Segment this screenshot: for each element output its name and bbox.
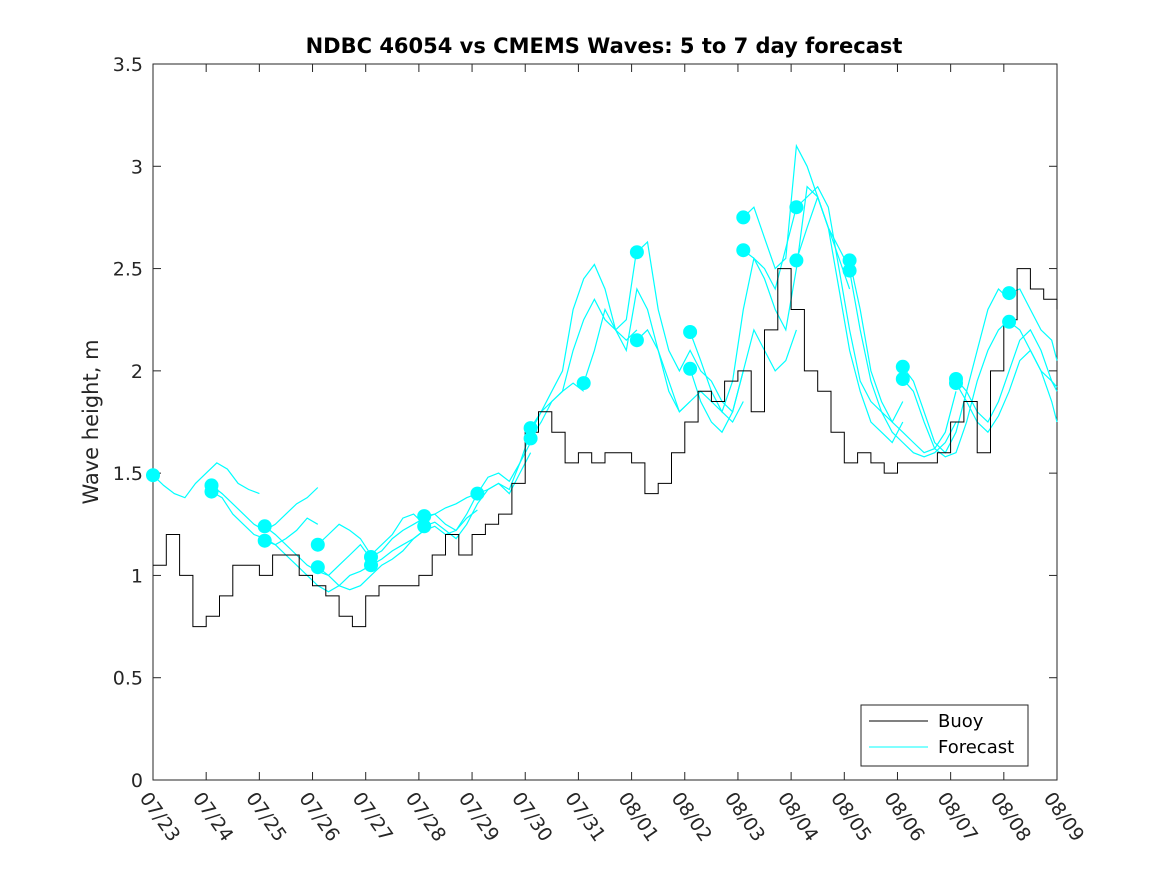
forecast-run-line bbox=[742, 143, 851, 270]
forecast-run-line bbox=[423, 452, 532, 540]
forecast-start-point bbox=[895, 359, 910, 374]
forecast-start-point bbox=[417, 509, 432, 524]
legend: Buoy Forecast bbox=[860, 704, 1029, 767]
forecast-run-line bbox=[902, 319, 1010, 458]
forecast-run-line bbox=[795, 185, 904, 423]
legend-forecast-label: Forecast bbox=[938, 737, 1014, 758]
forecast-start-point bbox=[736, 210, 751, 225]
forecast-run-line bbox=[152, 462, 260, 499]
forecast-start-point bbox=[789, 253, 804, 268]
buoy-line bbox=[153, 268, 1058, 628]
forecast-start-point bbox=[523, 431, 538, 446]
forecast-start-point bbox=[1002, 286, 1017, 301]
forecast-start-point bbox=[417, 519, 432, 534]
forecast-start-point bbox=[842, 263, 857, 278]
y-tick-label: 1.5 bbox=[113, 463, 143, 485]
forecast-start-point bbox=[736, 243, 751, 258]
forecast-run-line bbox=[1008, 321, 1058, 388]
forecast-run-line bbox=[689, 207, 797, 414]
forecast-start-point bbox=[204, 484, 219, 499]
y-tick-label: 2 bbox=[131, 361, 143, 383]
forecast-run-line bbox=[849, 270, 957, 458]
forecast-start-point bbox=[842, 253, 857, 268]
forecast-start-point bbox=[949, 376, 963, 391]
y-tick-label: 0 bbox=[131, 770, 143, 792]
forecast-start-point bbox=[470, 486, 485, 501]
forecast-run-line bbox=[583, 287, 691, 413]
y-axis: 0 0.5 1 1.5 2 2.5 3 3.5 bbox=[113, 54, 1057, 792]
forecast-run-line bbox=[795, 195, 904, 444]
y-tick-label: 2.5 bbox=[113, 259, 143, 281]
forecast-run-line bbox=[742, 185, 851, 332]
forecast-start-point bbox=[576, 376, 591, 391]
y-tick-label: 0.5 bbox=[113, 668, 143, 690]
forecast-start-point bbox=[683, 361, 698, 376]
forecast-run-line bbox=[902, 288, 1010, 454]
forecast-run-line bbox=[955, 328, 1058, 423]
forecast-run-line bbox=[530, 298, 638, 439]
forecast-start-point bbox=[629, 245, 644, 260]
forecast-start-point bbox=[310, 537, 325, 552]
forecast-start-point bbox=[146, 468, 160, 483]
y-axis-label: Wave height, m bbox=[79, 339, 103, 504]
forecast-start-point bbox=[310, 560, 325, 575]
forecast-run-line bbox=[317, 529, 425, 591]
forecast-run-line bbox=[955, 349, 1058, 434]
forecast-run-line bbox=[1008, 288, 1058, 361]
legend-buoy-label: Buoy bbox=[938, 711, 984, 732]
legend-box bbox=[860, 704, 1029, 767]
y-tick-label: 3 bbox=[131, 156, 143, 178]
y-tick-label: 1 bbox=[131, 565, 143, 587]
y-tick-label: 3.5 bbox=[113, 54, 143, 76]
forecast-run-line bbox=[636, 328, 744, 423]
forecast-start-points bbox=[146, 200, 1017, 575]
forecast-start-point bbox=[629, 333, 644, 348]
forecast-start-point bbox=[364, 558, 378, 573]
forecast-start-point bbox=[895, 372, 910, 386]
forecast-run-line bbox=[849, 260, 957, 454]
forecast-run-line bbox=[636, 240, 744, 413]
forecast-start-point bbox=[257, 533, 272, 548]
buoy-series bbox=[153, 268, 1058, 628]
forecast-start-point bbox=[257, 519, 272, 534]
forecast-start-point bbox=[523, 421, 538, 436]
forecast-start-point bbox=[1002, 314, 1017, 329]
forecast-start-point bbox=[683, 325, 698, 339]
forecast-start-point bbox=[789, 200, 804, 215]
forecast-run-line bbox=[530, 248, 638, 429]
chart-title: NDBC 46054 vs CMEMS Waves: 5 to 7 day fo… bbox=[306, 34, 903, 58]
